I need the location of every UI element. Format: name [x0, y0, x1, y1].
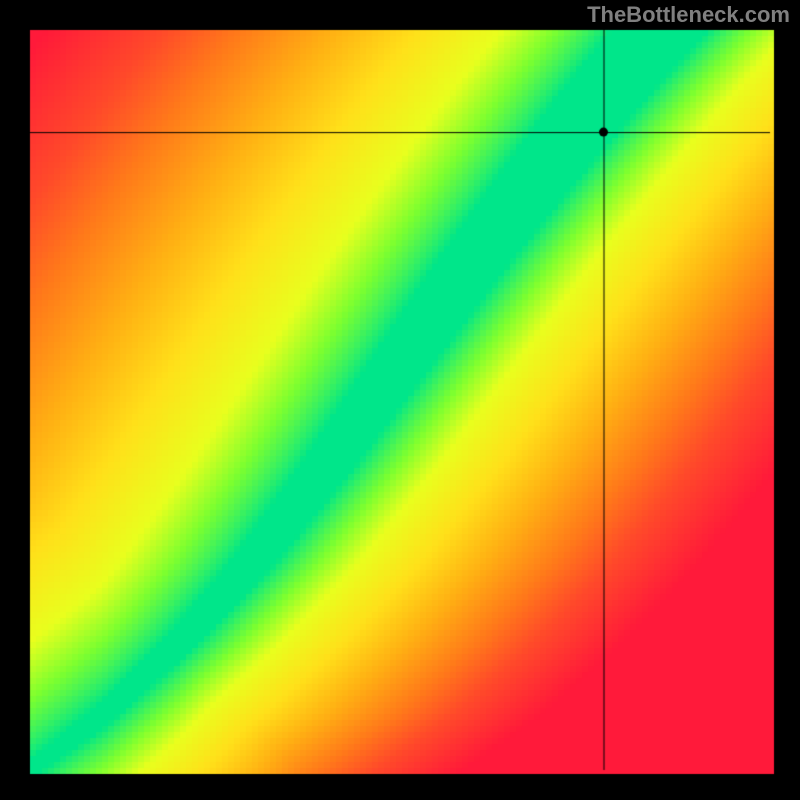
bottleneck-heatmap [0, 0, 800, 800]
